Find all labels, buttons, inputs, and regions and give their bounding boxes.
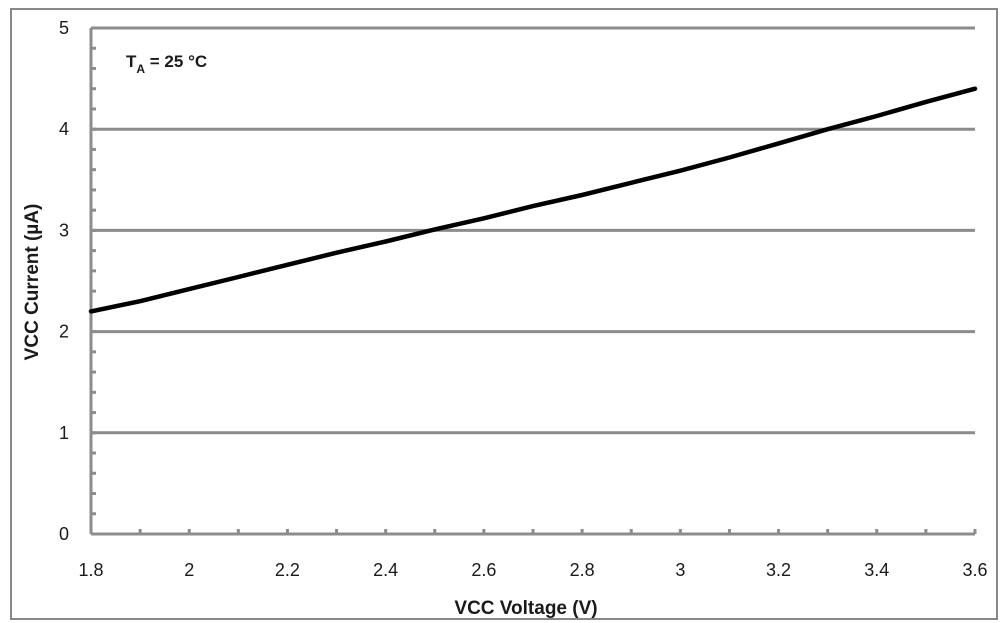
annotation-ta: TA = 25 °C [126,52,207,76]
y-tick-labels: 0 1 2 3 4 5 [59,18,69,544]
y-tick-label: 2 [59,322,69,342]
x-axis-title: VCC Voltage (V) [454,598,597,619]
x-tick-label: 2.8 [570,560,595,580]
annotation-sub: A [136,62,145,76]
x-tick-label: 1.8 [78,560,103,580]
x-tick-label: 2.4 [373,560,398,580]
chart-frame [10,8,998,620]
y-tick-label: 4 [59,119,69,139]
annotation-rest: = 25 °C [145,52,207,71]
y-axis-title: VCC Current (µA) [22,204,43,361]
series-line-0 [88,86,978,314]
y-tick-label: 1 [59,423,69,443]
gridlines [91,26,975,435]
series-layer [88,86,978,314]
x-tick-label: 3.4 [864,560,889,580]
annotation-main: T [126,52,137,71]
x-tick-label: 3.6 [962,560,987,580]
y-tick-label: 5 [59,18,69,38]
x-tick-label: 2.2 [275,560,300,580]
x-tick-label: 3.2 [766,560,791,580]
y-tick-label: 0 [59,524,69,544]
y-tick-label: 3 [59,220,69,240]
x-tick-label: 2.6 [471,560,496,580]
x-tick-label: 3 [675,560,685,580]
axes [89,26,977,536]
x-tick-label: 2 [184,560,194,580]
x-tick-labels: 1.8 2 2.2 2.4 2.6 2.8 3 3.2 3.4 3.6 [78,560,987,580]
